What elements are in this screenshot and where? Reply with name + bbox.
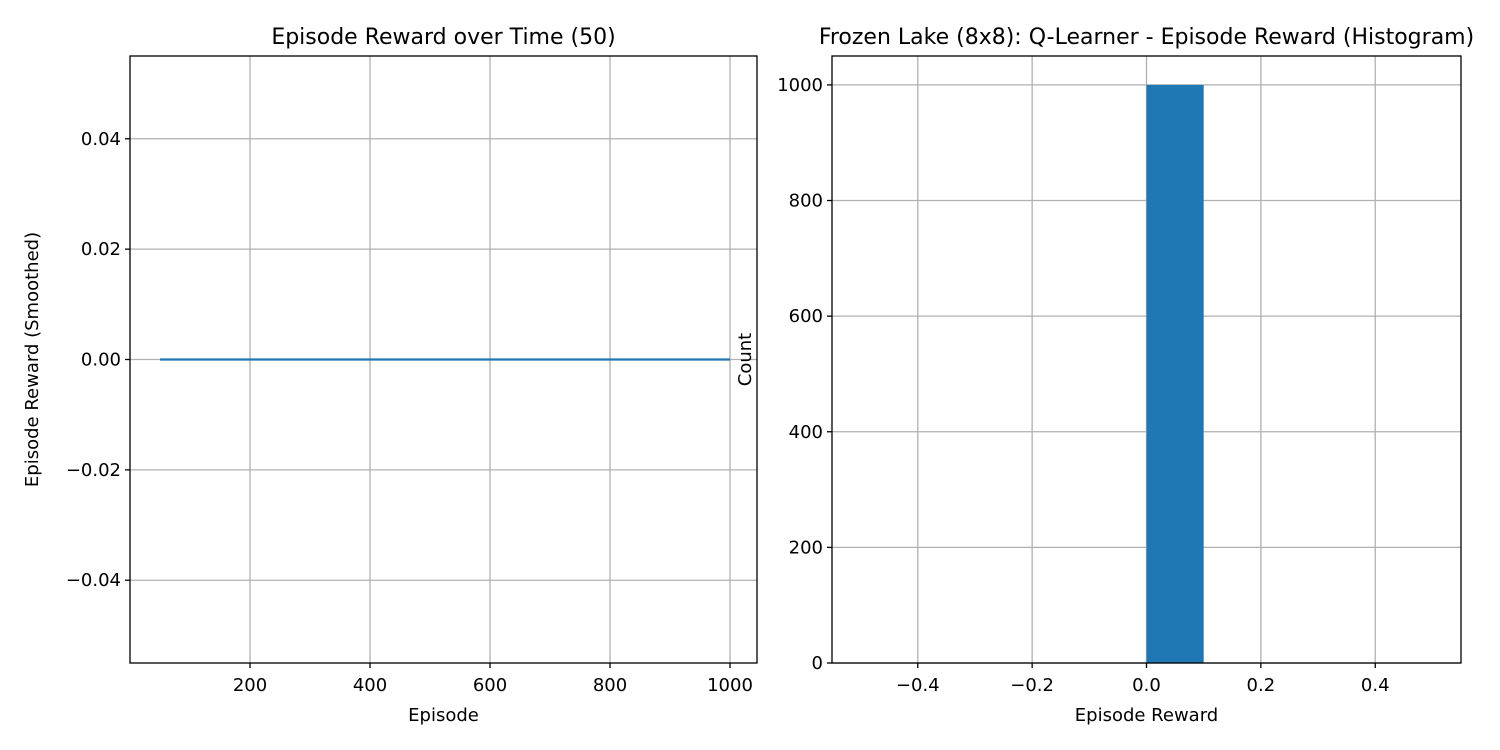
x-axis-label: Episode	[408, 705, 479, 726]
y-tick-label: 400	[789, 422, 823, 443]
x-tick-label: 400	[353, 675, 387, 696]
y-tick-label: 0.02	[81, 239, 121, 260]
x-tick-label: 1000	[707, 675, 753, 696]
reward-over-time-chart: 200 400 600 800 1000 −0.04 −0.02 0.00 0.02 0.04 E…	[22, 25, 758, 726]
y-tick-label: 1000	[777, 75, 823, 96]
x-tick-label: 800	[593, 675, 627, 696]
tick-marks: −0.4 −0.2 0.0 0.2 0.4 0 200 400 600 800 1000	[777, 75, 1389, 696]
histogram-bar	[1146, 84, 1204, 663]
x-tick-label: 600	[473, 675, 507, 696]
x-tick-label: 200	[233, 675, 267, 696]
reward-histogram-chart: −0.4 −0.2 0.0 0.2 0.4 0 200 400 600 800 1000 Froze…	[735, 25, 1474, 726]
chart-title: Episode Reward over Time (50)	[271, 25, 615, 50]
y-tick-label: 0.00	[81, 350, 121, 371]
x-tick-label: 0.4	[1361, 675, 1390, 696]
chart-title: Frozen Lake (8x8): Q-Learner - Episode R…	[819, 25, 1474, 50]
y-tick-label: 0.04	[81, 129, 121, 150]
x-tick-label: 0.2	[1247, 675, 1276, 696]
x-tick-label: −0.2	[1010, 675, 1054, 696]
y-tick-label: 200	[789, 537, 823, 558]
y-axis-label: Episode Reward (Smoothed)	[22, 232, 43, 487]
tick-marks: 200 400 600 800 1000 −0.04 −0.02 0.00 0.02 0.04	[66, 129, 753, 696]
x-tick-label: 0.0	[1132, 675, 1161, 696]
y-axis-label: Count	[735, 333, 756, 386]
bars-group	[1146, 84, 1204, 663]
x-tick-label: −0.4	[896, 675, 940, 696]
y-tick-label: 800	[789, 191, 823, 212]
y-tick-label: −0.04	[66, 570, 121, 591]
x-axis-label: Episode Reward	[1075, 705, 1218, 726]
y-tick-label: 600	[789, 306, 823, 327]
y-tick-label: −0.02	[66, 460, 121, 481]
y-tick-label: 0	[812, 653, 823, 674]
